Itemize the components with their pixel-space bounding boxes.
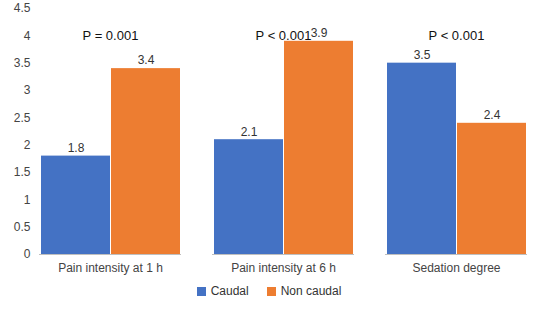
svg-text:3.4: 3.4 [138, 53, 155, 67]
svg-text:3.9: 3.9 [311, 26, 328, 40]
svg-text:Sedation degree: Sedation degree [412, 261, 500, 275]
svg-text:Pain intensity at 6 h: Pain intensity at 6 h [231, 261, 336, 275]
svg-text:2: 2 [24, 138, 31, 152]
svg-text:P < 0.001: P < 0.001 [256, 28, 312, 43]
svg-text:3: 3 [24, 83, 31, 97]
svg-text:Pain intensity at 1 h: Pain intensity at 1 h [58, 261, 163, 275]
svg-text:0: 0 [24, 247, 31, 261]
svg-text:0.5: 0.5 [14, 220, 31, 234]
svg-text:P < 0.001: P < 0.001 [429, 28, 485, 43]
svg-text:3.5: 3.5 [14, 56, 31, 70]
svg-text:P = 0.001: P = 0.001 [83, 28, 139, 43]
svg-text:2.5: 2.5 [14, 111, 31, 125]
svg-text:1.8: 1.8 [68, 141, 85, 155]
html-text:Caudal: Caudal [210, 284, 249, 298]
html-text:Non caudal: Non caudal [280, 284, 342, 298]
svg-text:2.4: 2.4 [484, 108, 501, 122]
svg-text:2.1: 2.1 [241, 125, 258, 139]
svg-text:1.5: 1.5 [14, 165, 31, 179]
svg-text:4.5: 4.5 [14, 1, 31, 15]
svg-text:4: 4 [24, 29, 31, 43]
svg-text:3.5: 3.5 [414, 48, 431, 62]
svg-text:1: 1 [24, 193, 31, 207]
